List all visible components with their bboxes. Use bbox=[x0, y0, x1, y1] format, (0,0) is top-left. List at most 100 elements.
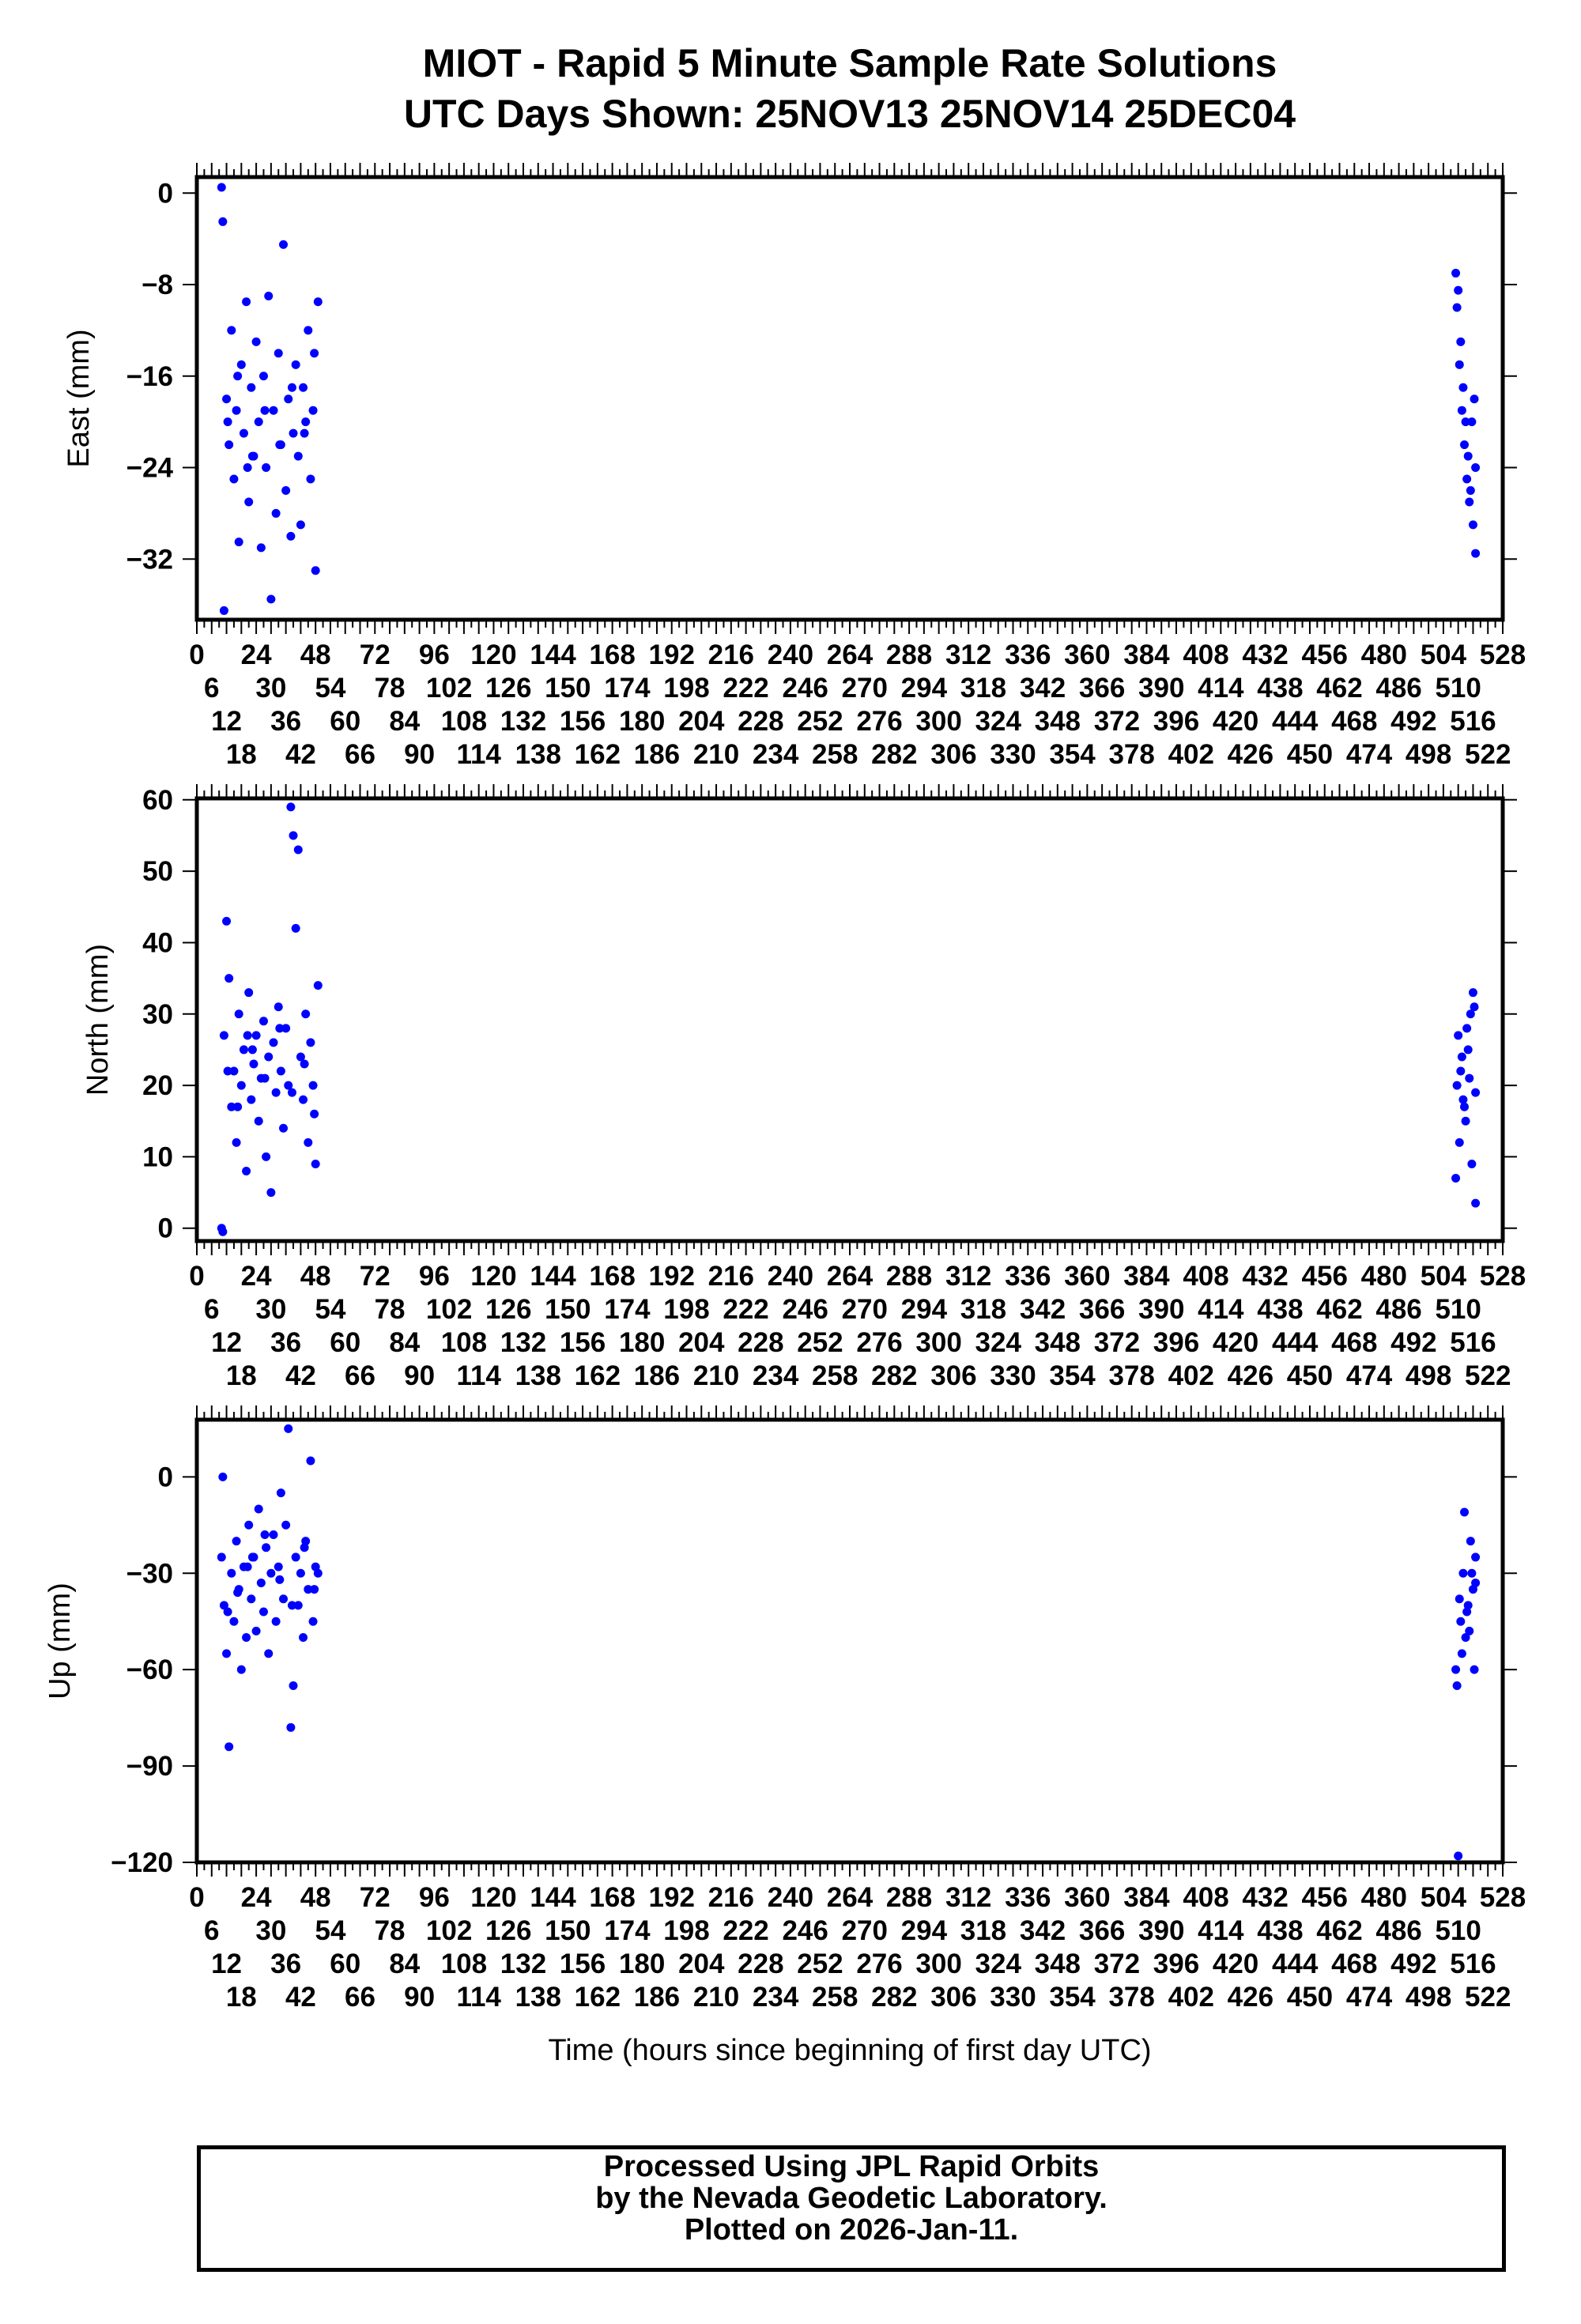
data-point bbox=[291, 360, 300, 369]
x-tick-label: 48 bbox=[300, 1261, 331, 1292]
data-point bbox=[1461, 1633, 1470, 1643]
x-tick-label: 264 bbox=[827, 1261, 874, 1292]
data-point bbox=[310, 349, 319, 358]
x-tick-label: 360 bbox=[1064, 1261, 1110, 1292]
y-axis-label: North (mm) bbox=[81, 944, 115, 1096]
x-tick-label: 54 bbox=[315, 1294, 345, 1325]
x-tick-label: 390 bbox=[1138, 673, 1184, 704]
x-tick-label: 108 bbox=[441, 1949, 487, 1979]
x-tick-label: 342 bbox=[1020, 1915, 1066, 1946]
data-point bbox=[293, 845, 303, 855]
data-point bbox=[262, 1543, 271, 1552]
data-point bbox=[1465, 497, 1474, 507]
x-tick-label: 258 bbox=[812, 1982, 858, 2013]
x-tick-label: 30 bbox=[255, 673, 286, 704]
data-point bbox=[1470, 394, 1479, 404]
x-tick-label: 18 bbox=[226, 1360, 257, 1391]
data-point bbox=[266, 594, 276, 604]
data-point bbox=[1454, 1031, 1463, 1040]
x-tick-label: 156 bbox=[560, 1949, 606, 1979]
x-tick-label: 90 bbox=[404, 739, 435, 770]
x-tick-label: 438 bbox=[1257, 673, 1303, 704]
x-tick-label: 6 bbox=[204, 1294, 219, 1325]
x-tick-label: 84 bbox=[389, 1949, 420, 1979]
x-tick-label: 324 bbox=[975, 1949, 1022, 1979]
data-point bbox=[1470, 1002, 1479, 1012]
x-tick-label: 402 bbox=[1168, 1982, 1214, 2013]
data-point bbox=[218, 1472, 228, 1481]
data-point bbox=[247, 1045, 257, 1054]
x-tick-label: 150 bbox=[545, 673, 591, 704]
x-tick-label: 522 bbox=[1465, 1982, 1511, 2013]
data-point bbox=[219, 606, 228, 615]
data-point bbox=[1468, 988, 1477, 998]
x-tick-label: 528 bbox=[1480, 1882, 1526, 1913]
x-tick-label: 498 bbox=[1406, 1360, 1451, 1391]
data-point bbox=[244, 497, 254, 507]
data-point bbox=[274, 1002, 283, 1012]
data-point bbox=[269, 1530, 278, 1539]
x-tick-label: 0 bbox=[189, 1882, 204, 1913]
x-tick-label: 252 bbox=[797, 1327, 843, 1358]
x-tick-label: 294 bbox=[901, 1915, 948, 1946]
data-point bbox=[1457, 1649, 1466, 1658]
x-tick-label: 210 bbox=[693, 1982, 739, 2013]
x-tick-label: 384 bbox=[1123, 1261, 1170, 1292]
x-tick-label: 468 bbox=[1331, 1949, 1377, 1979]
data-point bbox=[254, 417, 263, 427]
x-tick-label: 462 bbox=[1316, 1915, 1362, 1946]
data-point bbox=[1465, 1073, 1474, 1083]
x-tick-label: 426 bbox=[1228, 1982, 1273, 2013]
data-point bbox=[300, 1059, 309, 1069]
x-tick-label: 174 bbox=[604, 673, 651, 704]
x-tick-label: 432 bbox=[1242, 1882, 1288, 1913]
data-point bbox=[1467, 1159, 1477, 1168]
y-axis-label: East (mm) bbox=[62, 329, 96, 467]
x-tick-label: 180 bbox=[619, 1327, 665, 1358]
data-point bbox=[301, 1537, 311, 1546]
data-point bbox=[225, 1742, 234, 1752]
data-point bbox=[281, 1520, 291, 1530]
footer-line-3: Plotted on 2026-Jan-11. bbox=[684, 2213, 1019, 2247]
x-tick-label: 396 bbox=[1153, 706, 1199, 737]
data-point bbox=[1462, 1607, 1472, 1617]
x-tick-label: 204 bbox=[678, 706, 725, 737]
data-point bbox=[1468, 520, 1477, 530]
x-tick-label: 336 bbox=[1005, 1261, 1051, 1292]
x-tick-label: 282 bbox=[871, 1360, 917, 1391]
y-tick-label: −24 bbox=[126, 453, 174, 484]
x-tick-label: 342 bbox=[1020, 673, 1066, 704]
data-point bbox=[286, 531, 296, 541]
x-tick-label: 162 bbox=[575, 1982, 621, 2013]
data-point bbox=[260, 406, 270, 415]
x-tick-label: 258 bbox=[812, 739, 858, 770]
data-point bbox=[284, 1424, 293, 1433]
data-point bbox=[287, 1088, 296, 1097]
x-tick-label: 342 bbox=[1020, 1294, 1066, 1325]
x-tick-label: 0 bbox=[189, 1261, 204, 1292]
x-tick-label: 462 bbox=[1316, 1294, 1362, 1325]
data-point bbox=[227, 1568, 236, 1578]
x-tick-label: 186 bbox=[634, 1982, 680, 2013]
x-tick-label: 30 bbox=[255, 1915, 286, 1946]
data-point bbox=[299, 383, 308, 392]
x-tick-label: 12 bbox=[211, 1327, 242, 1358]
x-tick-label: 402 bbox=[1168, 739, 1214, 770]
data-point bbox=[1461, 417, 1470, 427]
x-tick-label: 408 bbox=[1183, 1882, 1228, 1913]
x-tick-label: 156 bbox=[560, 706, 606, 737]
x-tick-label: 102 bbox=[426, 673, 472, 704]
x-tick-label: 354 bbox=[1049, 739, 1096, 770]
data-point bbox=[279, 240, 289, 249]
x-tick-label: 120 bbox=[470, 639, 516, 670]
x-tick-label: 264 bbox=[827, 639, 874, 670]
x-tick-label: 348 bbox=[1035, 1327, 1081, 1358]
x-tick-label: 132 bbox=[500, 706, 546, 737]
x-tick-label: 462 bbox=[1316, 673, 1362, 704]
data-point bbox=[225, 440, 234, 450]
data-point bbox=[232, 1537, 241, 1546]
y-tick-label: −32 bbox=[126, 544, 173, 575]
x-tick-label: 516 bbox=[1450, 1949, 1496, 1979]
x-tick-label: 78 bbox=[375, 673, 406, 704]
